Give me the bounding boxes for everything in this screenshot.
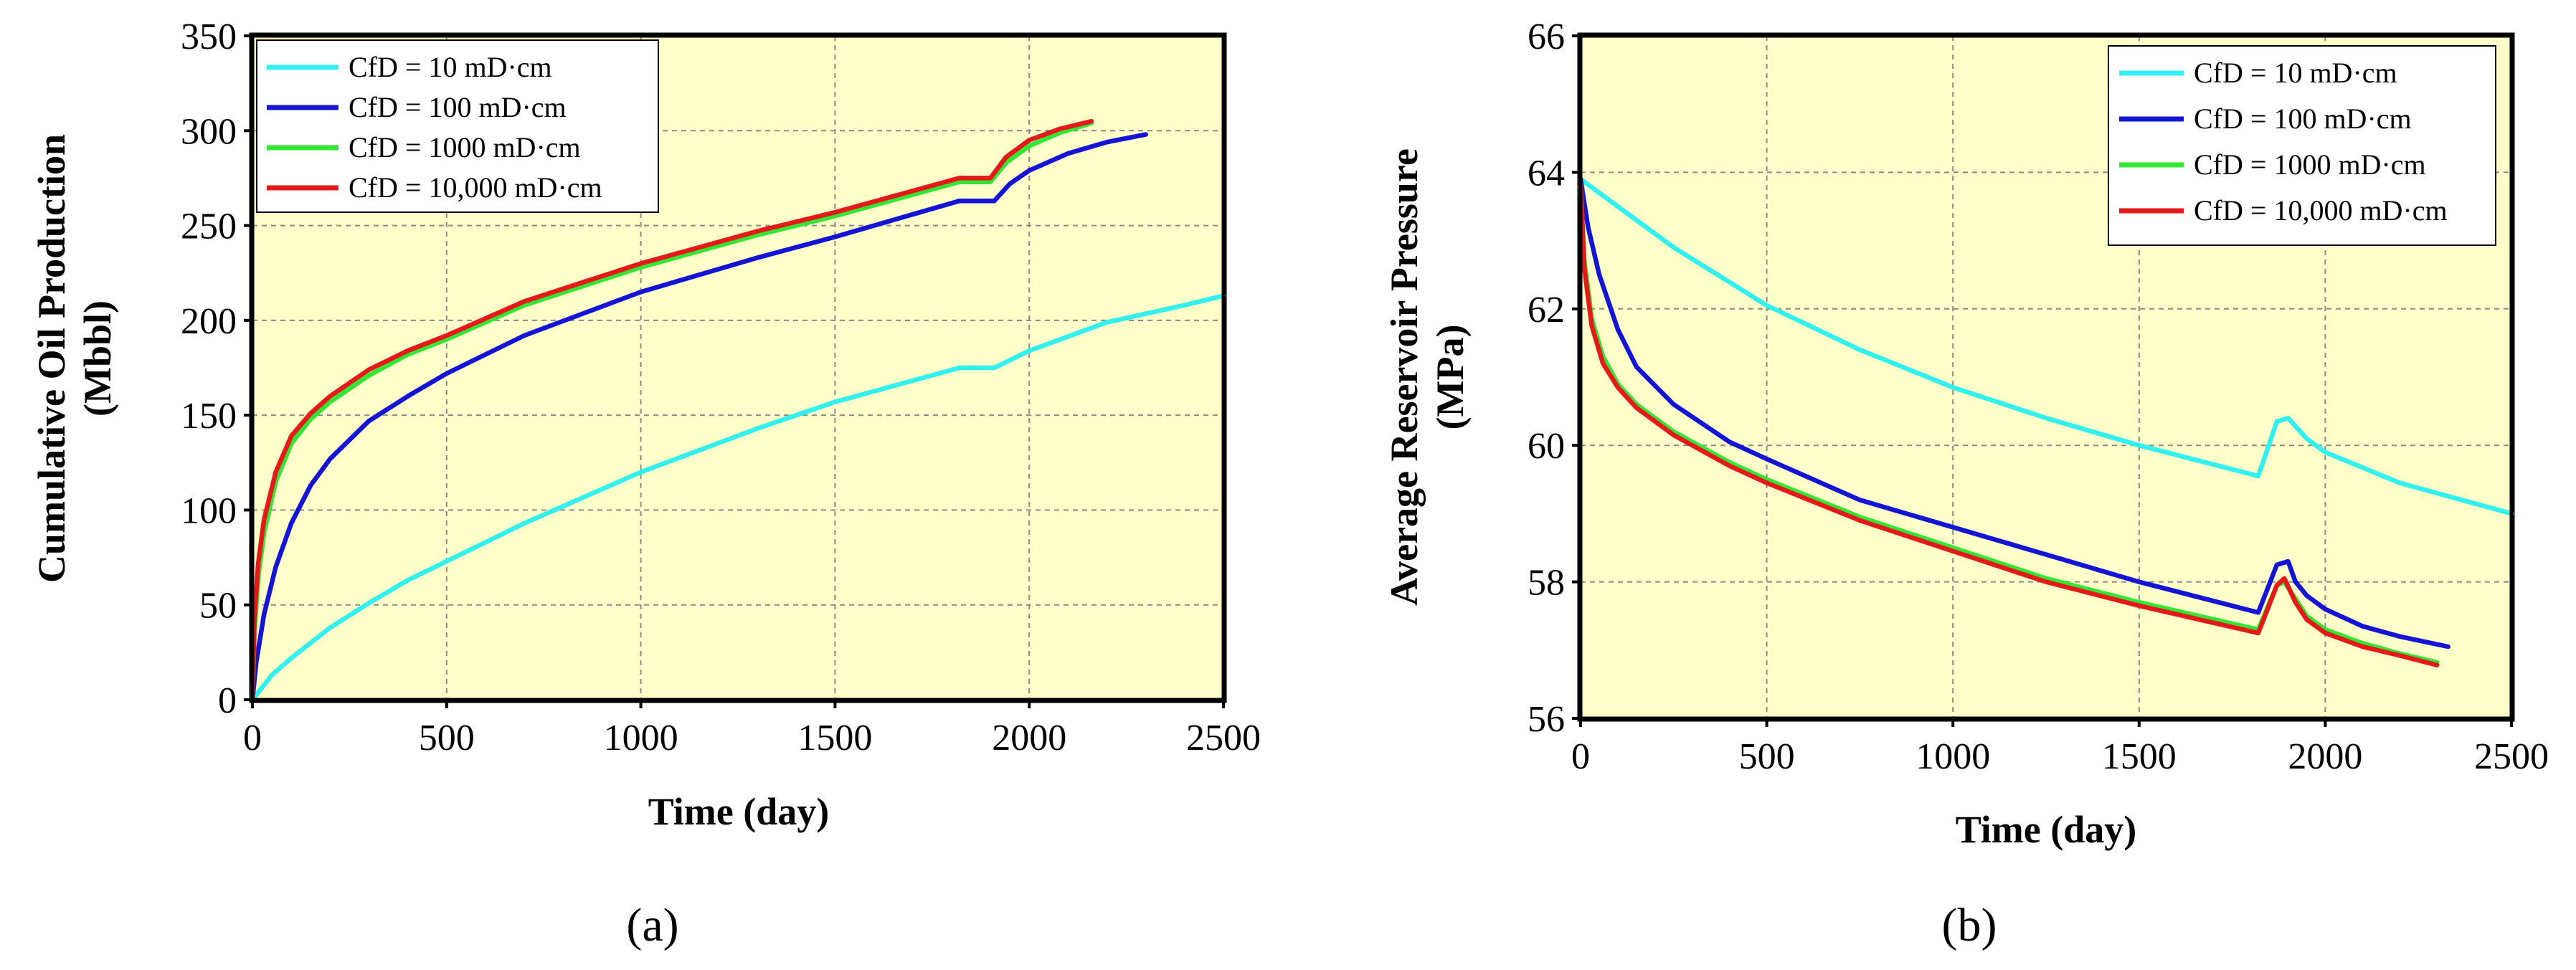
panel-a-label: (a) [626, 899, 678, 951]
panel-b-legend-label: CfD = 100 mD·cm [2194, 103, 2412, 135]
panel-b-y-tick-label: 58 [1528, 563, 1565, 604]
panel-b-x-tick-label: 500 [1739, 736, 1795, 777]
panel-a-y-tick-label: 0 [218, 680, 237, 721]
panel-a-y-axis-title-line1: Cumulative Oil Production [30, 134, 73, 583]
panel-b-y-axis-title-line1: Average Reservoir Pressure [1383, 148, 1426, 606]
panel-b-series-line-cfd-100-md-cm [1578, 176, 2450, 650]
panel-b-x-axis-title: Time (day) [1956, 808, 2137, 851]
panel-a-series-line-cfd-10-000-md-cm [250, 118, 1094, 703]
panel-a-x-tick-label: 1500 [797, 718, 872, 759]
panel-b-legend: CfD = 10 mD·cm CfD = 100 mD·cm CfD = 1000 … [2108, 45, 2496, 246]
panel-b-y-tick-label: 56 [1528, 699, 1565, 740]
panel-a-y-tick-label: 200 [181, 301, 237, 342]
panel-b-ticks: 0 500 1000 1500 2000 2500 56 58 60 62 64 66 [1528, 16, 2549, 777]
panel-a-x-tick-label: 2000 [992, 718, 1066, 759]
panel-a-legend-label: CfD = 10,000 mD·cm [349, 171, 602, 204]
panel-b-x-tick-label: 1000 [1916, 736, 1990, 777]
panel-a-series-line-cfd-1000-md-cm [250, 120, 1094, 703]
panel-a-series-line-cfd-10-md-cm [250, 293, 1226, 703]
panel-b-frame [1578, 34, 2514, 721]
panel-b-x-tick-label: 0 [1571, 736, 1590, 777]
panel-b-y-tick-label: 66 [1528, 16, 1565, 57]
panel-b-legend-label: CfD = 10 mD·cm [2194, 57, 2397, 89]
panel-a-chart: 0 500 1000 1500 2000 2500 0 50 100 150 200 250 300 35… [30, 16, 1261, 951]
panel-b-y-tick-label: 62 [1528, 290, 1565, 331]
panel-a-y-tick-label: 150 [181, 396, 237, 437]
panel-b-series-line-cfd-1000-md-cm [1578, 184, 2440, 665]
panel-a-x-tick-label: 500 [419, 718, 475, 759]
panel-a-legend-label: CfD = 100 mD·cm [349, 91, 567, 123]
panel-a-x-tick-label: 2500 [1186, 718, 1261, 759]
panel-a-legend-label: CfD = 10 mD·cm [349, 51, 552, 83]
panel-b-series [1578, 176, 2514, 667]
panel-b-y-axis-title-line2: (MPa) [1429, 325, 1472, 430]
panel-b-y-tick-label: 60 [1528, 426, 1565, 467]
panel-a-y-tick-label: 100 [181, 490, 237, 531]
panel-a-x-tick-label: 0 [243, 718, 262, 759]
panel-a-legend-label: CfD = 1000 mD·cm [349, 131, 581, 163]
panel-b-x-tick-label: 2000 [2288, 736, 2362, 777]
panel-a-frame [250, 34, 1226, 702]
panel-a-y-tick-label: 300 [181, 111, 237, 152]
panel-b-x-tick-label: 2500 [2474, 736, 2549, 777]
panel-b-legend-label: CfD = 1000 mD·cm [2194, 148, 2426, 181]
panel-a-y-tick-label: 250 [181, 206, 237, 247]
panel-b-series-line-cfd-10-md-cm [1578, 176, 2514, 516]
panel-b-label: (b) [1942, 899, 1997, 951]
panel-a-x-tick-label: 1000 [604, 718, 678, 759]
panel-a-series [250, 118, 1226, 703]
panel-a-y-tick-label: 350 [181, 16, 237, 57]
panel-b-series-line-cfd-10-000-md-cm [1578, 184, 2440, 667]
panel-b-legend-label: CfD = 10,000 mD·cm [2194, 194, 2448, 227]
panel-b-y-tick-label: 64 [1528, 153, 1565, 194]
panel-a-y-tick-label: 50 [199, 586, 237, 627]
panel-b-x-tick-label: 1500 [2102, 736, 2177, 777]
panel-b-chart: 0 500 1000 1500 2000 2500 56 58 60 62 64 66 CfD = 1… [1383, 16, 2549, 951]
panel-a-series-line-cfd-100-md-cm [250, 132, 1148, 703]
panel-a-y-axis-title-line2: (Mbbl) [76, 300, 119, 417]
panel-a-x-axis-title: Time (day) [648, 790, 830, 833]
panel-a-ticks: 0 500 1000 1500 2000 2500 0 50 100 150 200 250 300 35… [181, 16, 1261, 759]
panel-a-legend: CfD = 10 mD·cm CfD = 100 mD·cm CfD = 1000 … [256, 39, 659, 213]
